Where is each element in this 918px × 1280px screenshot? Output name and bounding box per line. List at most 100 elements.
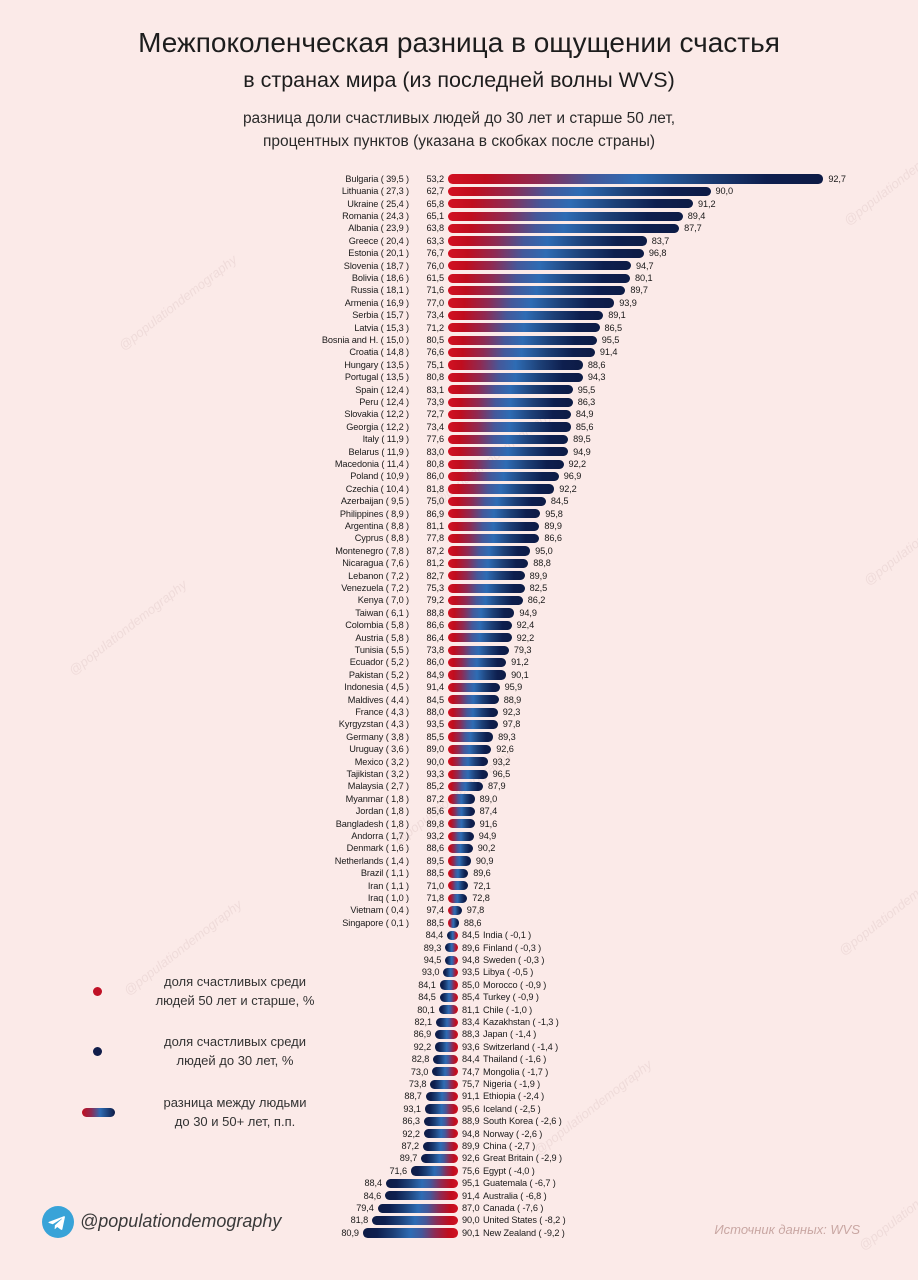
country-label: Germany ( 3,8 ) [346,731,409,742]
country-label: Andorra ( 1,7 ) [351,831,409,841]
diff-bar [448,856,471,866]
country-label: Bolivia ( 18,6 ) [351,273,409,283]
value-50plus: 65,1 [426,211,445,221]
chart-subtitle-line2: процентных пунктов (указана в скобках по… [262,133,656,150]
source-note: Источник данных: WVS [714,1222,860,1237]
value-under30: 85,6 [575,421,594,432]
value-50plus: 65,8 [426,198,445,209]
chart-row-mongolia: Mongolia ( -1,7 ) 74,7 73,0 [0,1066,918,1078]
value-under30: 95,5 [577,384,596,395]
diff-bar [448,670,507,680]
chart-row-denmark: Denmark ( 1,6 ) 88,6 90,2 [0,842,918,854]
chart-row-great-britain: Great Britain ( -2,9 ) 92,6 89,7 [0,1152,918,1164]
chart-row-ecuador: Ecuador ( 5,2 ) 86,0 91,2 [0,656,918,668]
diff-bar [421,1153,458,1164]
value-under30: 72,8 [472,893,490,903]
value-under30: 84,5 [418,992,436,1003]
chart-row-romania: Romania ( 24,3 ) 65,1 89,4 [0,210,918,222]
value-under30: 95,5 [601,335,620,345]
legend-item-under30: доля счастливых среди людей до 30 лет, % [60,1032,360,1072]
value-under30: 89,0 [479,793,498,804]
chart-row-cyprus: Cyprus ( 8,8 ) 77,8 86,6 [0,532,918,544]
chart-row-montenegro: Montenegro ( 7,8 ) 87,2 95,0 [0,545,918,557]
chart-row-iraq: Iraq ( 1,0 ) 71,8 72,8 [0,892,918,904]
country-label: Ecuador ( 5,2 ) [349,657,409,668]
value-under30: 86,3 [402,1116,420,1127]
diff-bar [448,372,583,383]
value-50plus: 83,4 [462,1017,480,1027]
country-label: Tajikistan ( 3,2 ) [346,769,409,779]
chart-row-vietnam: Vietnam ( 0,4 ) 97,4 97,8 [0,904,918,916]
diff-bar [448,471,559,482]
value-50plus: 77,0 [426,297,445,308]
country-label: Montenegro ( 7,8 ) [335,545,409,556]
value-50plus: 89,9 [462,1141,480,1151]
diff-bar [448,769,488,779]
value-under30: 91,2 [511,657,529,668]
value-under30: 84,5 [550,496,569,507]
chart-row-bulgaria: Bulgaria ( 39,5 ) 53,2 92,7 [0,173,918,185]
value-under30: 96,8 [648,248,667,259]
chart-row-hungary: Hungary ( 13,5 ) 75,1 88,6 [0,359,918,371]
value-50plus: 90,0 [426,756,445,767]
country-label: Poland ( 10,9 ) [350,471,409,482]
value-50plus: 80,8 [426,459,445,469]
value-50plus: 83,0 [426,446,445,457]
value-under30: 89,3 [423,942,442,953]
value-50plus: 75,3 [426,583,445,593]
value-50plus: 85,2 [426,781,445,792]
chart-row-myanmar: Myanmar ( 1,8 ) 87,2 89,0 [0,793,918,805]
country-label: Japan ( -1,4 ) [483,1029,537,1040]
value-50plus: 81,1 [462,1004,480,1015]
diff-bar [448,695,499,705]
chart-row-russia: Russia ( 18,1 ) 71,6 89,7 [0,284,918,296]
diff-bar [439,992,458,1003]
country-label: Portugal ( 13,5 ) [344,372,409,383]
country-label: Belarus ( 11,9 ) [348,446,409,457]
chart-row-canada: Canada ( -7,6 ) 87,0 79,4 [0,1202,918,1214]
chart-row-nigeria: Nigeria ( -1,9 ) 75,7 73,8 [0,1078,918,1090]
chart-row-libya: Libya ( -0,5 ) 93,5 93,0 [0,966,918,978]
value-under30: 97,8 [466,905,485,916]
value-50plus: 93,5 [426,719,445,730]
value-under30: 92,2 [402,1128,420,1139]
country-label: Kyrgyzstan ( 4,3 ) [338,719,409,730]
diff-bar [448,794,475,804]
country-label: India ( -0,1 ) [483,930,532,941]
value-under30: 94,5 [423,955,442,965]
country-label: Thailand ( -1,6 ) [483,1054,547,1065]
value-50plus: 89,5 [426,855,445,866]
country-label: Slovenia ( 18,7 ) [343,260,409,271]
value-50plus: 79,2 [426,595,445,606]
value-50plus: 86,9 [426,508,445,519]
value-under30: 92,3 [502,707,521,717]
value-50plus: 91,4 [426,682,445,693]
value-50plus: 85,0 [462,979,480,990]
chart-row-turkey: Turkey ( -0,9 ) 85,4 84,5 [0,991,918,1003]
value-50plus: 88,9 [462,1116,480,1127]
value-50plus: 73,9 [426,397,445,407]
chart-row-south-korea: South Korea ( -2,6 ) 88,9 86,3 [0,1115,918,1127]
chart-row-latvia: Latvia ( 15,3 ) 71,2 86,5 [0,322,918,334]
chart-row-portugal: Portugal ( 13,5 ) 80,8 94,3 [0,371,918,383]
value-50plus: 82,7 [426,570,445,581]
value-50plus: 87,2 [426,545,445,556]
value-50plus: 88,8 [426,607,445,618]
diff-bar [448,261,631,271]
country-label: France ( 4,3 ) [355,707,409,717]
value-under30: 83,7 [651,235,670,246]
diff-bar [448,881,469,891]
value-under30: 86,2 [527,595,546,606]
chart-row-bolivia: Bolivia ( 18,6 ) 61,5 80,1 [0,272,918,284]
country-label: Netherlands ( 1,4 ) [334,855,409,866]
country-label: Nicaragua ( 7,6 ) [342,558,409,569]
value-under30: 91,6 [479,818,498,829]
country-label: Denmark ( 1,6 ) [346,843,409,854]
value-50plus: 75,1 [426,359,445,370]
value-50plus: 53,2 [426,173,445,184]
value-50plus: 77,8 [426,533,445,544]
chart-row-greece: Greece ( 20,4 ) 63,3 83,7 [0,235,918,247]
country-label: Lithuania ( 27,3 ) [341,186,409,197]
diff-bar [435,1029,458,1040]
